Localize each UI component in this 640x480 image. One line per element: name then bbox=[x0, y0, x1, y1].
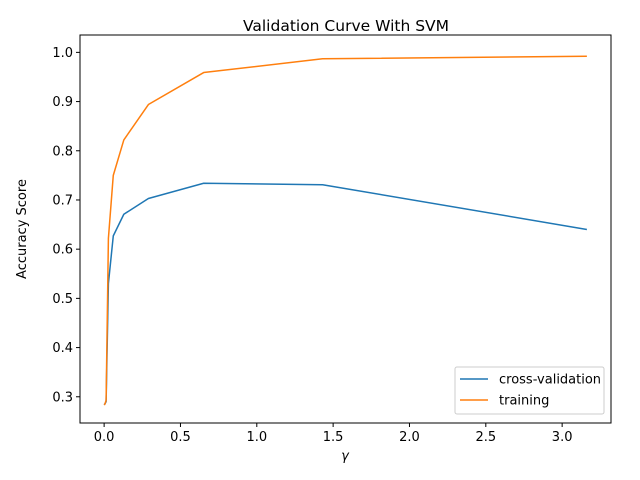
y-tick-label: 0.4 bbox=[52, 341, 73, 356]
y-tick-label: 0.3 bbox=[52, 390, 73, 405]
x-tick-label: 1.5 bbox=[323, 430, 344, 445]
x-axis-ticks: 0.0 0.5 1.0 1.5 2.0 2.5 3.0 bbox=[94, 423, 573, 445]
y-tick-label: 0.9 bbox=[52, 95, 73, 110]
y-tick-label: 1.0 bbox=[52, 46, 73, 61]
plot-frame bbox=[79, 34, 612, 424]
y-tick-label: 0.8 bbox=[52, 144, 73, 159]
legend-label-training: training bbox=[499, 394, 549, 409]
y-tick-label: 0.7 bbox=[52, 193, 73, 208]
legend-label-cross-validation: cross-validation bbox=[499, 373, 601, 388]
legend: cross-validation training bbox=[454, 366, 605, 415]
series-lines bbox=[103, 55, 588, 406]
y-axis-label: Accuracy Score bbox=[15, 179, 30, 279]
y-tick-label: 0.6 bbox=[52, 243, 73, 258]
x-tick-label: 2.5 bbox=[475, 430, 496, 445]
x-tick-label: 0.5 bbox=[170, 430, 191, 445]
chart-title: Validation Curve With SVM bbox=[243, 17, 449, 35]
x-tick-label: 2.0 bbox=[399, 430, 420, 445]
x-tick-label: 1.0 bbox=[246, 430, 267, 445]
y-axis-ticks: 0.3 0.4 0.5 0.6 0.7 0.8 0.9 1.0 bbox=[52, 46, 80, 405]
legend-box bbox=[454, 366, 605, 415]
series-line-training bbox=[103, 55, 587, 406]
y-tick-label: 0.5 bbox=[52, 292, 73, 307]
x-axis-label: γ bbox=[341, 449, 350, 464]
x-tick-label: 3.0 bbox=[552, 430, 573, 445]
x-tick-label: 0.0 bbox=[94, 430, 115, 445]
